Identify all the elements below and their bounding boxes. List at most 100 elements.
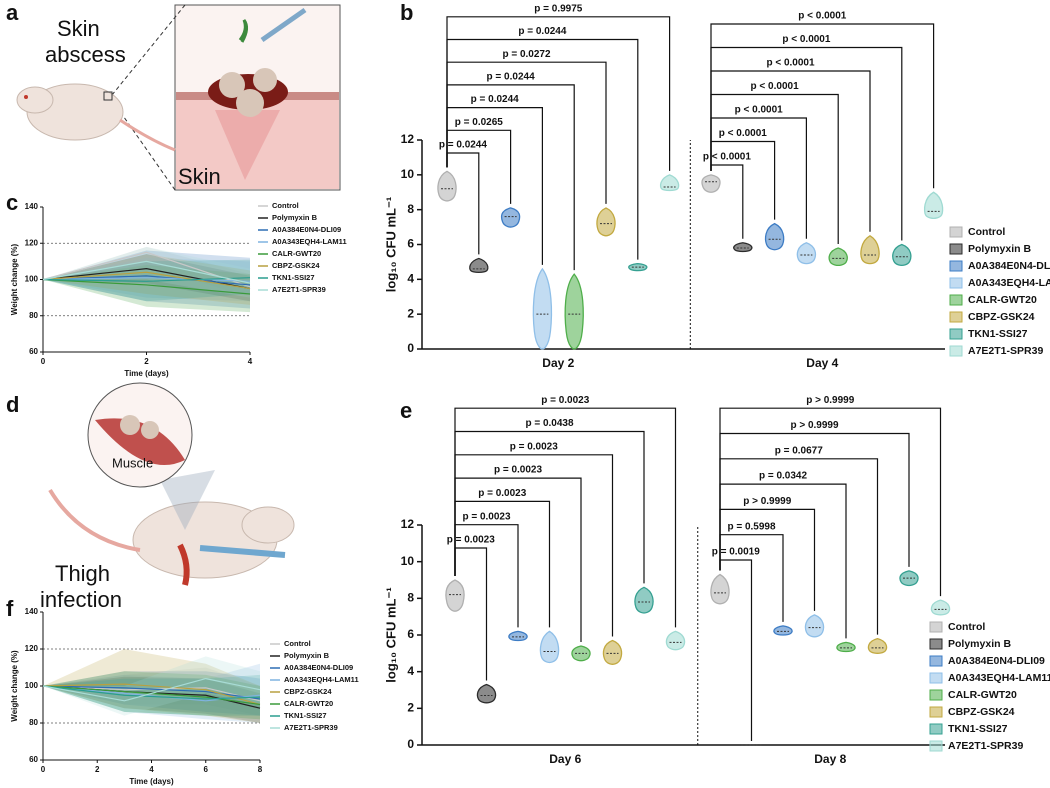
p-value: p < 0.0001: [735, 105, 784, 116]
line: [42, 277, 251, 282]
syringe: [199, 545, 286, 558]
legend-label: A0A384E0N4-DLI09: [968, 260, 1050, 272]
legend-swatch: [949, 226, 963, 238]
line: [42, 278, 251, 295]
p-value: p < 0.0001: [782, 34, 831, 45]
violin: [665, 630, 686, 651]
legend-label: A7E2T1-SPR39: [968, 345, 1043, 357]
p-value: p = 0.0438: [525, 418, 574, 429]
illustration-title: Thigh: [55, 561, 110, 586]
line: [42, 275, 251, 286]
violin: [437, 170, 457, 202]
p-value: p = 0.0244: [518, 26, 567, 37]
violin: [710, 573, 730, 605]
y-tick-label: 100: [25, 275, 39, 284]
violin: [836, 641, 856, 653]
y-tick-label: 140: [25, 607, 39, 616]
band: [43, 667, 260, 716]
legend-swatch: [929, 723, 943, 735]
y-tick-label: 2: [407, 306, 414, 320]
panel-label: f: [6, 596, 14, 621]
p-value: p = 0.0019: [712, 547, 761, 558]
significance-bracket: [454, 547, 488, 681]
p-value: p = 0.0023: [462, 511, 511, 522]
legend-label: Control: [284, 639, 311, 648]
zoom-box: [103, 91, 113, 101]
violin: [634, 586, 654, 614]
legend-swatch: [929, 689, 943, 701]
legend-label: Control: [272, 201, 299, 210]
x-tick-label: Day 2: [542, 356, 574, 370]
p-value: p < 0.0001: [703, 152, 752, 163]
x-axis-label: Time (days): [124, 369, 169, 378]
significance-bracket: [446, 152, 480, 255]
y-tick-label: 80: [29, 311, 38, 320]
p-value: p > 0.9999: [806, 395, 855, 406]
violin: [899, 570, 919, 587]
x-axis-label: Time (days): [129, 777, 174, 786]
line: [42, 685, 261, 702]
p-value: p = 0.0023: [478, 488, 527, 499]
violin: [828, 247, 848, 267]
y-axis-label: log₁₀ CFU mL⁻¹: [383, 197, 398, 292]
violin: [860, 235, 880, 265]
muscle: [95, 418, 185, 465]
violin: [508, 630, 528, 642]
p-value: p = 0.0342: [759, 471, 808, 482]
significance-bracket: [454, 454, 614, 637]
y-tick-label: 60: [29, 755, 38, 764]
x-tick-label: Day 6: [549, 752, 581, 766]
legend-label: TKN1-SSI27: [968, 328, 1028, 340]
inset-label: Muscle: [112, 455, 153, 470]
y-tick-label: 8: [407, 202, 414, 216]
y-tick-label: 100: [25, 681, 39, 690]
legend-label: Polymyxin B: [272, 213, 318, 222]
y-tick-label: 6: [407, 237, 414, 251]
significance-bracket: [446, 61, 607, 204]
legend-swatch: [949, 260, 963, 272]
line: [42, 685, 261, 706]
violin: [930, 599, 951, 616]
legend-swatch: [929, 672, 943, 684]
legend-label: Polymyxin B: [968, 243, 1031, 255]
violin: [923, 191, 944, 220]
p-value: p = 0.0244: [439, 140, 488, 151]
illustration-title: abscess: [45, 42, 126, 67]
panel-label: b: [400, 0, 413, 25]
y-tick-label: 8: [407, 591, 414, 605]
panel-label: a: [6, 0, 19, 25]
violin: [796, 242, 817, 265]
violin: [571, 645, 591, 662]
x-tick-label: 4: [149, 765, 154, 774]
line: [42, 683, 261, 706]
line: [42, 277, 251, 282]
violin: [733, 242, 753, 253]
line: [42, 677, 261, 702]
legend-label: CALR-GWT20: [284, 699, 333, 708]
legend-label: CALR-GWT20: [948, 689, 1017, 701]
violin: [701, 174, 721, 193]
violin: [532, 267, 553, 350]
y-tick-label: 6: [407, 627, 414, 641]
p-value: p = 0.5998: [727, 521, 776, 532]
legend-label: TKN1-SSI27: [272, 273, 315, 282]
violin: [564, 273, 584, 350]
legend-label: A0A343EQH4-LAM11: [284, 675, 359, 684]
p-value: p = 0.0023: [494, 465, 543, 476]
thigh-muscle: [177, 543, 190, 586]
mouse-tail: [48, 488, 141, 552]
significance-bracket: [446, 106, 544, 265]
line: [42, 685, 261, 700]
y-tick-label: 80: [29, 718, 38, 727]
band: [43, 265, 250, 313]
legend-label: A0A343EQH4-LAM11: [968, 277, 1050, 289]
legend-label: A0A384E0N4-DLI09: [272, 225, 341, 234]
significance-bracket: [454, 407, 677, 628]
syringe: [260, 7, 307, 43]
violin: [539, 630, 560, 664]
legend-label: CBPZ-GSK24: [948, 706, 1015, 718]
legend-label: Polymyxin B: [948, 638, 1011, 650]
p-value: p = 0.0244: [487, 72, 536, 83]
band: [43, 671, 260, 720]
infection-cone: [215, 110, 280, 180]
